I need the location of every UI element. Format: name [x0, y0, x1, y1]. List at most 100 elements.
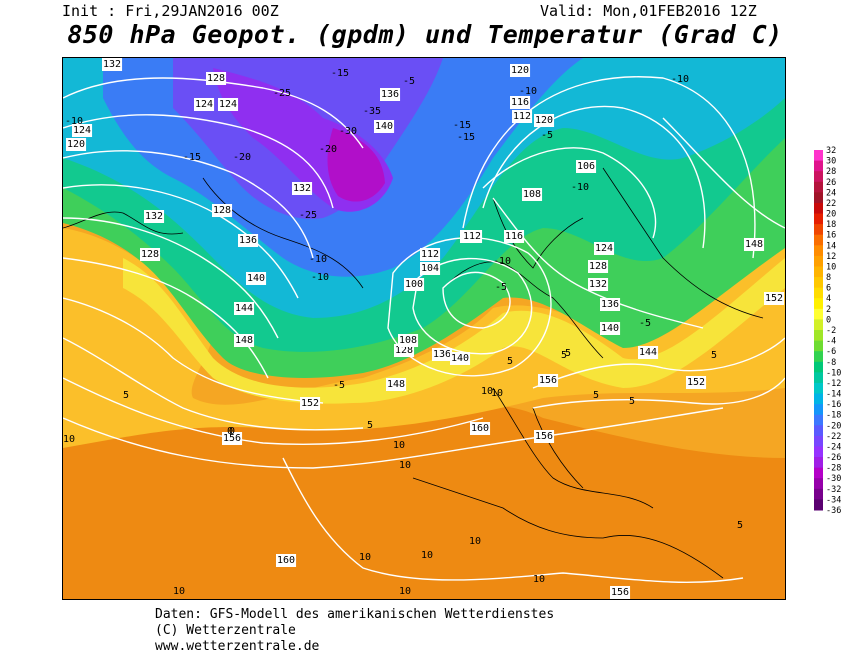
coastlines — [63, 167, 764, 579]
temp-label: 0 — [227, 426, 233, 437]
geo-label: 148 — [744, 238, 765, 251]
temp-label: 10 — [469, 536, 481, 547]
colorbar-label: -34 — [826, 495, 841, 505]
temp-label: -5 — [333, 380, 345, 391]
temp-label: 10 — [393, 440, 405, 451]
temp-label: 5 — [711, 350, 717, 361]
colorbar-label: 18 — [826, 220, 836, 230]
footer-copyright: (C) Wetterzentrale — [155, 623, 296, 638]
svg-text:132: 132 — [293, 183, 311, 194]
svg-text:116: 116 — [511, 97, 529, 108]
svg-text:160: 160 — [471, 423, 489, 434]
chart-title: 850 hPa Geopot. (gpdm) und Temperatur (G… — [67, 20, 783, 49]
geo-label: 140 — [246, 272, 267, 285]
colorbar-swatch — [814, 181, 823, 193]
svg-text:112: 112 — [421, 249, 439, 260]
temp-label: -5 — [495, 282, 507, 293]
colorbar-label: -32 — [826, 485, 841, 495]
svg-text:120: 120 — [511, 65, 529, 76]
geo-label: 112 — [512, 110, 533, 123]
colorbar-label: 22 — [826, 199, 836, 209]
colorbar-swatch — [814, 382, 823, 395]
temp-label: -15 — [331, 68, 349, 79]
temp-label: -15 — [457, 132, 475, 143]
geo-label: 136 — [432, 348, 453, 361]
temp-label: -5 — [541, 130, 553, 141]
svg-text:108: 108 — [523, 189, 541, 200]
geo-label: 132 — [588, 278, 609, 291]
colorbar-swatch — [814, 277, 823, 289]
temp-label: -20 — [319, 144, 337, 155]
svg-text:100: 100 — [405, 279, 423, 290]
colorbar-label: -22 — [826, 432, 841, 442]
svg-text:156: 156 — [611, 587, 629, 598]
svg-text:132: 132 — [145, 211, 163, 222]
temperature-colorbar: 32302826242220181614121086420-2-4-6-8-10… — [814, 146, 841, 515]
init-time: Init : Fri,29JAN2016 00Z — [62, 2, 279, 20]
valid-time: Valid: Mon,01FEB2016 12Z — [540, 2, 757, 20]
geo-label: 106 — [576, 160, 597, 173]
colorbar-label: -6 — [826, 347, 836, 357]
colorbar-swatch — [814, 234, 823, 246]
colorbar-label: -12 — [826, 379, 841, 389]
colorbar-label: -36 — [826, 506, 841, 515]
colorbar-label: 30 — [826, 157, 836, 167]
geo-label: 132 — [144, 210, 165, 223]
geo-label: 136 — [380, 88, 401, 101]
svg-text:128: 128 — [141, 249, 159, 260]
svg-text:108: 108 — [399, 335, 417, 346]
svg-text:106: 106 — [577, 161, 595, 172]
temp-label: 5 — [123, 390, 129, 401]
temp-label: -30 — [339, 126, 357, 137]
temp-label: -5 — [639, 318, 651, 329]
svg-text:120: 120 — [67, 139, 85, 150]
colorbar-swatch — [814, 446, 823, 458]
temp-label: 10 — [359, 552, 371, 563]
temp-label: -10 — [65, 116, 83, 127]
colorbar-swatch — [814, 372, 823, 384]
svg-text:140: 140 — [375, 121, 393, 132]
svg-text:160: 160 — [277, 555, 295, 566]
geopotential-isolines — [63, 76, 785, 583]
geo-label: 152 — [686, 376, 707, 389]
svg-text:140: 140 — [247, 273, 265, 284]
temp-label: -10 — [671, 74, 689, 85]
svg-text:136: 136 — [433, 349, 451, 360]
geo-label: 120 — [534, 114, 555, 127]
colorbar-swatch — [814, 266, 823, 278]
temp-label: 5 — [507, 356, 513, 367]
geo-label: 116 — [510, 96, 531, 109]
colorbar-label: 32 — [826, 146, 836, 156]
geo-label: 148 — [234, 334, 255, 347]
colorbar-swatch — [814, 404, 823, 416]
temp-label: 10 — [173, 586, 185, 597]
colorbar-label: -10 — [826, 368, 841, 378]
colorbar-swatch — [814, 192, 823, 204]
temp-label: -5 — [403, 76, 415, 87]
svg-text:136: 136 — [381, 89, 399, 100]
colorbar-label: -2 — [826, 326, 836, 336]
colorbar-label: -20 — [826, 421, 841, 431]
svg-text:156: 156 — [223, 433, 241, 444]
colorbar-label: 16 — [826, 231, 836, 241]
geo-label: 116 — [504, 230, 525, 243]
colorbar-label: 4 — [826, 294, 831, 304]
colorbar-swatch — [814, 435, 823, 447]
svg-text:124: 124 — [73, 125, 91, 136]
geo-label: 120 — [66, 138, 87, 151]
svg-text:156: 156 — [535, 431, 553, 442]
svg-text:152: 152 — [687, 377, 705, 388]
colorbar-swatch — [814, 319, 823, 331]
geo-label: 124 — [72, 124, 93, 137]
colorbar-swatch — [814, 308, 823, 320]
colorbar-label: 2 — [826, 305, 831, 315]
colorbar-swatch — [814, 488, 823, 500]
svg-text:148: 148 — [745, 239, 763, 250]
temp-label: 5 — [737, 520, 743, 531]
colorbar-swatch — [814, 255, 823, 267]
geo-label: 140 — [374, 120, 395, 133]
temp-label: 10 — [491, 388, 503, 399]
colorbar-label: 26 — [826, 178, 836, 188]
colorbar-label: -24 — [826, 442, 841, 452]
svg-text:144: 144 — [639, 347, 657, 358]
